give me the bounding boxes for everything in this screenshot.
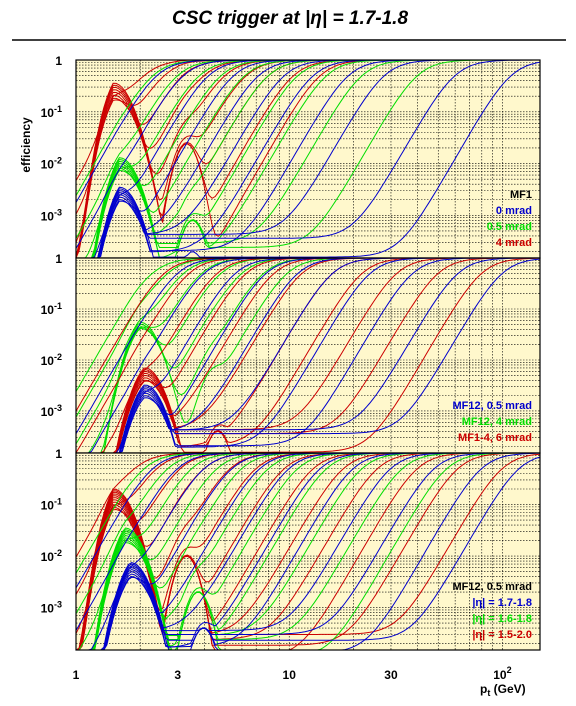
y-tick-label: 10-3 [41, 207, 62, 223]
efficiency-curve [76, 61, 541, 259]
y-tick-label: 10-2 [41, 156, 62, 172]
y-tick-label: 1 [55, 252, 62, 266]
legend-entry: MF12, 0.5 mrad [453, 581, 532, 593]
panel-background [76, 258, 540, 453]
legend-entry: |η| = 1.5-2.0 [472, 629, 532, 641]
panel-bottom: 1 10-1 10-2 10-3 MF12, 0.5 mrad |η| = 1.7-1.8… [41, 447, 541, 651]
panel-frame [75, 452, 541, 651]
efficiency-curve [76, 257, 541, 454]
legend: MF1 0 mrad 0.5 mrad 4 mrad [487, 189, 532, 249]
y-tick-label: 1 [55, 54, 62, 68]
y-tick-label: 10-2 [41, 352, 62, 368]
y-tick-label: 10-2 [41, 548, 62, 564]
x-tick-label: 10 [283, 668, 297, 682]
legend-entry: 0.5 mrad [487, 221, 532, 233]
legend: MF12, 0.5 mrad |η| = 1.7-1.8 |η| = 1.6-1.8… [453, 581, 532, 641]
legend-entry: 0 mrad [496, 205, 532, 217]
legend: MF12, 0.5 mrad MF12, 4 mrad MF1-4, 6 mrad [453, 400, 532, 444]
y-axis-label: efficiency [19, 117, 33, 173]
legend-entry: MF12, 0.5 mrad [453, 400, 532, 412]
chart-title: CSC trigger at |η| = 1.7-1.8 [172, 8, 408, 29]
efficiency-curve [76, 258, 541, 454]
efficiency-curve [76, 257, 540, 454]
panel-top: 1 10-1 10-2 10-3 MF1 0 mrad 0.5 mrad 4 mrad [41, 54, 541, 259]
grid [76, 257, 540, 453]
legend-entry: |η| = 1.7-1.8 [472, 597, 532, 609]
legend-entry: 4 mrad [496, 237, 532, 249]
y-tick-label: 10-1 [41, 104, 62, 120]
y-tick-label: 1 [55, 447, 62, 461]
y-tick-label: 10-1 [41, 301, 62, 317]
y-tick-label: 10-3 [41, 403, 62, 419]
efficiency-curve [76, 59, 540, 259]
legend-entry: MF1-4, 6 mrad [458, 432, 532, 444]
x-axis-label: pt (GeV) [480, 682, 526, 698]
efficiency-curve [76, 257, 540, 454]
legend-entry: MF1 [510, 189, 532, 201]
y-tick-label: 10-3 [41, 600, 62, 616]
panels: 1 10-1 10-2 10-3 MF1 0 mrad 0.5 mrad 4 mrad 1 10-… [41, 54, 541, 651]
legend-entry: MF12, 4 mrad [462, 416, 532, 428]
x-tick-label: 102 [493, 665, 511, 682]
x-tick-labels: 1 3 10 30 102 [73, 665, 512, 682]
efficiency-curve [76, 456, 541, 651]
legend-entry: |η| = 1.6-1.8 [472, 613, 532, 625]
x-tick-label: 30 [384, 668, 398, 682]
y-tick-label: 10-1 [41, 497, 62, 513]
x-tick-label: 1 [73, 668, 80, 682]
x-tick-label: 3 [174, 668, 181, 682]
efficiency-curve [76, 452, 540, 651]
